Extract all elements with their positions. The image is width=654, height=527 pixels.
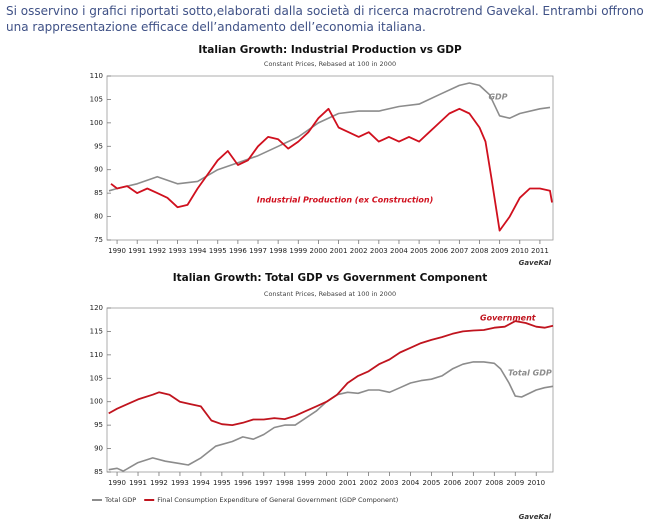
y-tick-label: 90 <box>94 166 103 174</box>
y-tick-label: 80 <box>94 213 103 221</box>
chart-title: Italian Growth: Industrial Production vs… <box>198 44 462 56</box>
annotation: Government <box>480 314 537 323</box>
x-tick-label: 2006 <box>430 247 448 255</box>
x-tick-label: 1999 <box>289 247 307 255</box>
x-tick-label: 2007 <box>464 479 482 487</box>
x-tick-label: 1997 <box>255 479 273 487</box>
intro-text: Si osservino i grafici riportati sotto,e… <box>6 4 644 34</box>
x-tick-label: 2003 <box>370 247 388 255</box>
x-tick-label: 1990 <box>108 479 126 487</box>
x-tick-label: 1992 <box>150 479 168 487</box>
x-tick-label: 2001 <box>330 247 348 255</box>
legend-label: Final Consumption Expenditure of General… <box>157 496 398 504</box>
y-tick-label: 85 <box>94 468 103 476</box>
series-line <box>108 82 551 192</box>
y-tick-label: 95 <box>94 142 103 150</box>
series-line <box>110 107 553 232</box>
x-tick-label: 2008 <box>485 479 503 487</box>
x-tick-label: 1995 <box>209 247 227 255</box>
x-tick-label: 2000 <box>310 247 328 255</box>
x-tick-label: 2007 <box>450 247 468 255</box>
source: GaveKal <box>519 513 552 521</box>
series-label: GDP <box>488 93 507 102</box>
x-tick-label: 2001 <box>339 479 357 487</box>
source: GaveKal <box>519 259 552 267</box>
x-tick-label: 2002 <box>360 479 378 487</box>
series-line <box>108 361 554 472</box>
x-tick-label: 2009 <box>506 479 524 487</box>
y-tick-label: 105 <box>90 95 103 103</box>
y-tick-label: 110 <box>90 351 103 359</box>
x-tick-label: 1997 <box>249 247 267 255</box>
y-tick-label: 75 <box>94 236 103 244</box>
y-tick-label: 90 <box>94 445 103 453</box>
x-tick-label: 1998 <box>276 479 294 487</box>
x-tick-label: 2010 <box>511 247 529 255</box>
y-tick-label: 100 <box>90 398 103 406</box>
x-tick-label: 2008 <box>471 247 489 255</box>
x-tick-label: 2002 <box>350 247 368 255</box>
y-tick-label: 85 <box>94 189 103 197</box>
x-tick-label: 2005 <box>410 247 428 255</box>
y-tick-label: 115 <box>90 327 103 335</box>
x-tick-label: 1995 <box>213 479 231 487</box>
x-tick-label: 1991 <box>129 479 147 487</box>
x-tick-label: 2011 <box>531 247 549 255</box>
x-tick-label: 1994 <box>192 479 210 487</box>
x-tick-label: 1991 <box>128 247 146 255</box>
x-tick-label: 1993 <box>171 479 189 487</box>
x-tick-label: 1998 <box>269 247 287 255</box>
chart-subtitle: Constant Prices, Rebased at 100 in 2000 <box>264 290 396 298</box>
chart-subtitle: Constant Prices, Rebased at 100 in 2000 <box>264 60 396 68</box>
x-tick-label: 2004 <box>402 479 420 487</box>
x-tick-label: 2010 <box>527 479 545 487</box>
x-tick-label: 1994 <box>189 247 207 255</box>
plot-area <box>106 75 554 241</box>
x-tick-label: 1990 <box>108 247 126 255</box>
x-tick-label: 1996 <box>234 479 252 487</box>
series-line <box>108 320 554 426</box>
series-label: Industrial Production (ex Construction) <box>257 196 434 205</box>
y-tick-label: 110 <box>90 72 103 80</box>
legend-label: Total GDP <box>104 496 136 504</box>
x-tick-label: 1992 <box>148 247 166 255</box>
x-tick-label: 2009 <box>491 247 509 255</box>
plot-area <box>106 307 554 473</box>
x-tick-label: 2004 <box>390 247 408 255</box>
y-tick-label: 95 <box>94 421 103 429</box>
x-tick-label: 2006 <box>443 479 461 487</box>
y-tick-label: 120 <box>90 304 103 312</box>
x-tick-label: 1996 <box>229 247 247 255</box>
annotation: Total GDP <box>508 369 552 378</box>
x-tick-label: 2005 <box>423 479 441 487</box>
x-tick-label: 2000 <box>318 479 336 487</box>
chart-title: Italian Growth: Total GDP vs Government … <box>173 272 488 284</box>
x-tick-label: 2003 <box>381 479 399 487</box>
y-tick-label: 105 <box>90 374 103 382</box>
x-tick-label: 1993 <box>169 247 187 255</box>
y-tick-label: 100 <box>90 119 103 127</box>
x-tick-label: 1999 <box>297 479 315 487</box>
